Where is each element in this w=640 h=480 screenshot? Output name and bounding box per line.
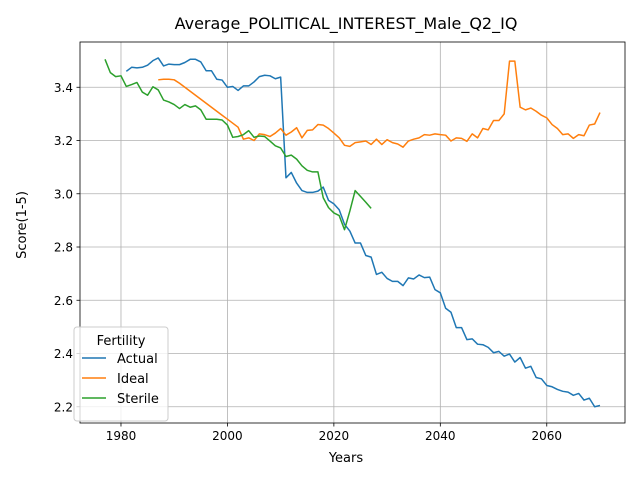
y-tick-label: 3.2 (54, 134, 73, 148)
legend-items: Actual Ideal Sterile (82, 352, 159, 407)
x-tick-label: 2060 (531, 429, 562, 443)
y-axis-label: Score(1-5) (15, 191, 30, 259)
series-line-actual (125, 57, 601, 408)
legend-label-sterile: Sterile (117, 392, 159, 407)
series-line-sterile (104, 59, 372, 231)
x-tick-label: 2020 (319, 429, 350, 443)
legend: Fertility Actual Ideal Sterile (73, 326, 169, 422)
series-line-ideal (158, 60, 601, 148)
x-tick-label: 2040 (425, 429, 456, 443)
axis-ticks: 1980 2000 2020 2040 2060 2.2 2.4 2.6 2.8 3.0 3.2 3.… (54, 81, 562, 443)
x-tick-label: 2000 (212, 429, 243, 443)
y-tick-label: 3.0 (54, 187, 73, 201)
legend-label-actual: Actual (117, 352, 158, 367)
y-tick-label: 2.6 (54, 294, 73, 308)
x-tick-label: 1980 (106, 429, 137, 443)
y-tick-label: 2.4 (54, 347, 73, 361)
y-tick-label: 3.4 (54, 81, 73, 95)
legend-title: Fertility (97, 334, 146, 349)
chart-title: Average_POLITICAL_INTEREST_Male_Q2_IQ (175, 14, 518, 34)
x-axis-label: Years (328, 451, 364, 466)
series-lines (104, 57, 601, 408)
plot-frame (79, 41, 626, 424)
grid (80, 42, 625, 423)
y-tick-label: 2.8 (54, 241, 73, 255)
legend-label-ideal: Ideal (117, 372, 149, 387)
y-tick-label: 2.2 (54, 400, 73, 414)
